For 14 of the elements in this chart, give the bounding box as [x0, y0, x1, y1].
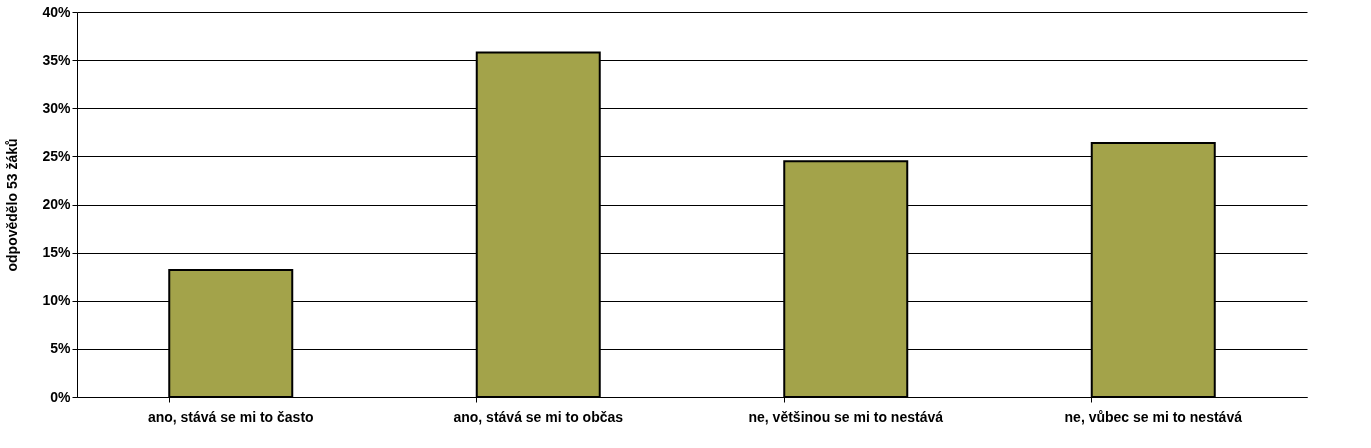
y-tick-label: 0%: [50, 388, 72, 405]
y-tick-label: 25%: [42, 147, 72, 164]
y-axis-title: odpovědělo 53 žáků: [4, 138, 21, 272]
x-tick-label: ne, vůbec se mi to nestává: [1064, 408, 1243, 425]
y-tick-label: 30%: [42, 99, 72, 116]
x-tick-label: ne, většinou se mi to nestává: [748, 408, 944, 425]
x-tick-label: ano, stává se mi to často: [147, 408, 314, 425]
y-tick-label: 40%: [42, 3, 72, 20]
y-tick-label: 15%: [42, 244, 72, 261]
y-tick-label: 5%: [50, 340, 72, 357]
x-tick-label: ano, stává se mi to občas: [453, 408, 624, 425]
y-tick-label: 35%: [42, 51, 72, 68]
y-tick-label: 20%: [42, 196, 72, 212]
y-tick-label: 10%: [42, 292, 72, 309]
